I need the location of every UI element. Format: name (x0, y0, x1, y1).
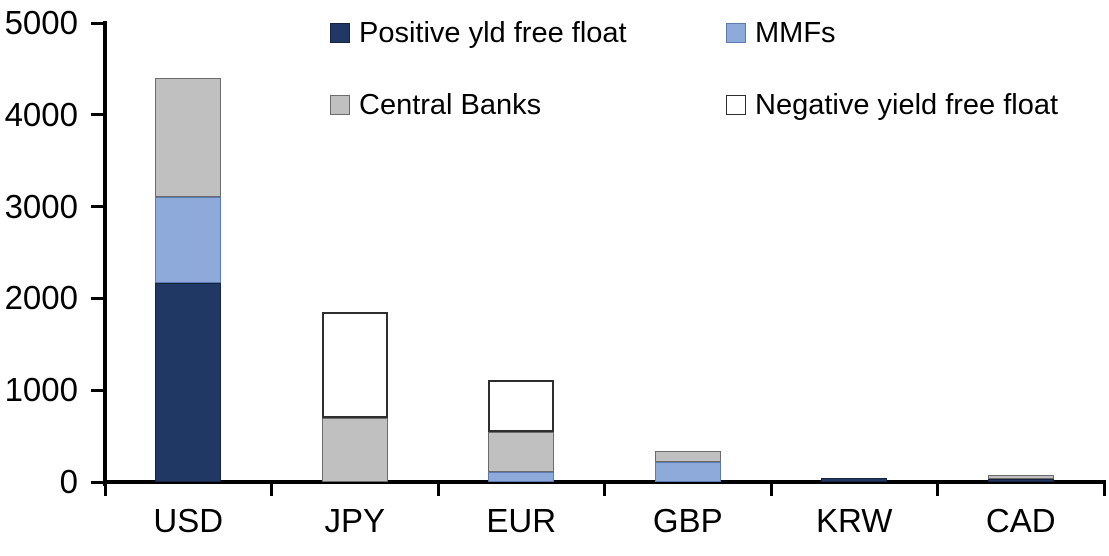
legend-swatch-icon (330, 95, 350, 115)
y-tick-label: 0 (59, 463, 78, 500)
bar-segment-gbp (654, 461, 721, 482)
x-tick-mark (103, 482, 107, 496)
bar-segment-eur (488, 380, 555, 433)
y-tick-label: 1000 (4, 371, 78, 409)
y-tick-label: 3000 (4, 187, 78, 225)
bar-segment-gbp (654, 451, 721, 462)
legend-label: Negative yield free float (755, 88, 1059, 121)
bar-segment-eur (488, 471, 555, 482)
x-axis-label: EUR (486, 502, 557, 539)
bar-segment-cad (987, 475, 1054, 480)
legend-swatch-icon (330, 23, 350, 43)
x-axis-label: CAD (985, 502, 1056, 539)
y-tick-label: 4000 (4, 95, 78, 133)
x-axis-label: USD (153, 502, 224, 539)
x-tick-mark (436, 482, 440, 496)
legend-swatch-icon (726, 95, 746, 115)
bar-segment-usd (155, 282, 222, 482)
legend-label: Positive yld free float (359, 16, 627, 49)
y-tick-mark (91, 296, 105, 300)
bar-segment-jpy (321, 417, 388, 482)
bar-segment-usd (155, 78, 222, 198)
y-tick-mark (91, 205, 105, 209)
bar-segment-usd (155, 197, 222, 283)
x-tick-mark (936, 482, 939, 496)
x-axis-label: JPY (324, 502, 386, 539)
y-tick-label: 5000 (4, 4, 78, 41)
x-axis-label: GBP (652, 502, 723, 539)
y-tick-mark (91, 21, 105, 25)
x-tick-mark (769, 482, 773, 496)
x-tick-mark (603, 482, 606, 496)
bar-segment-jpy (321, 312, 388, 418)
y-axis-line (103, 21, 107, 486)
y-tick-mark (91, 388, 105, 392)
x-tick-mark (270, 482, 273, 496)
bar-segment-cad (987, 479, 1054, 482)
y-tick-mark (91, 113, 105, 117)
legend-label: Central Banks (359, 88, 542, 121)
legend-item: Negative yield free float (726, 86, 1058, 124)
y-tick-label: 2000 (4, 279, 78, 317)
legend-label: MMFs (755, 16, 836, 49)
y-tick-mark (91, 480, 105, 484)
x-axis-label: KRW (816, 502, 893, 539)
bar-segment-krw (821, 477, 888, 482)
legend-item: MMFs (726, 14, 836, 52)
legend-item: Positive yld free float (330, 14, 627, 52)
legend-item: Central Banks (330, 86, 541, 124)
bar-segment-eur (488, 432, 555, 472)
x-tick-mark (1102, 482, 1106, 496)
legend-swatch-icon (726, 23, 746, 43)
